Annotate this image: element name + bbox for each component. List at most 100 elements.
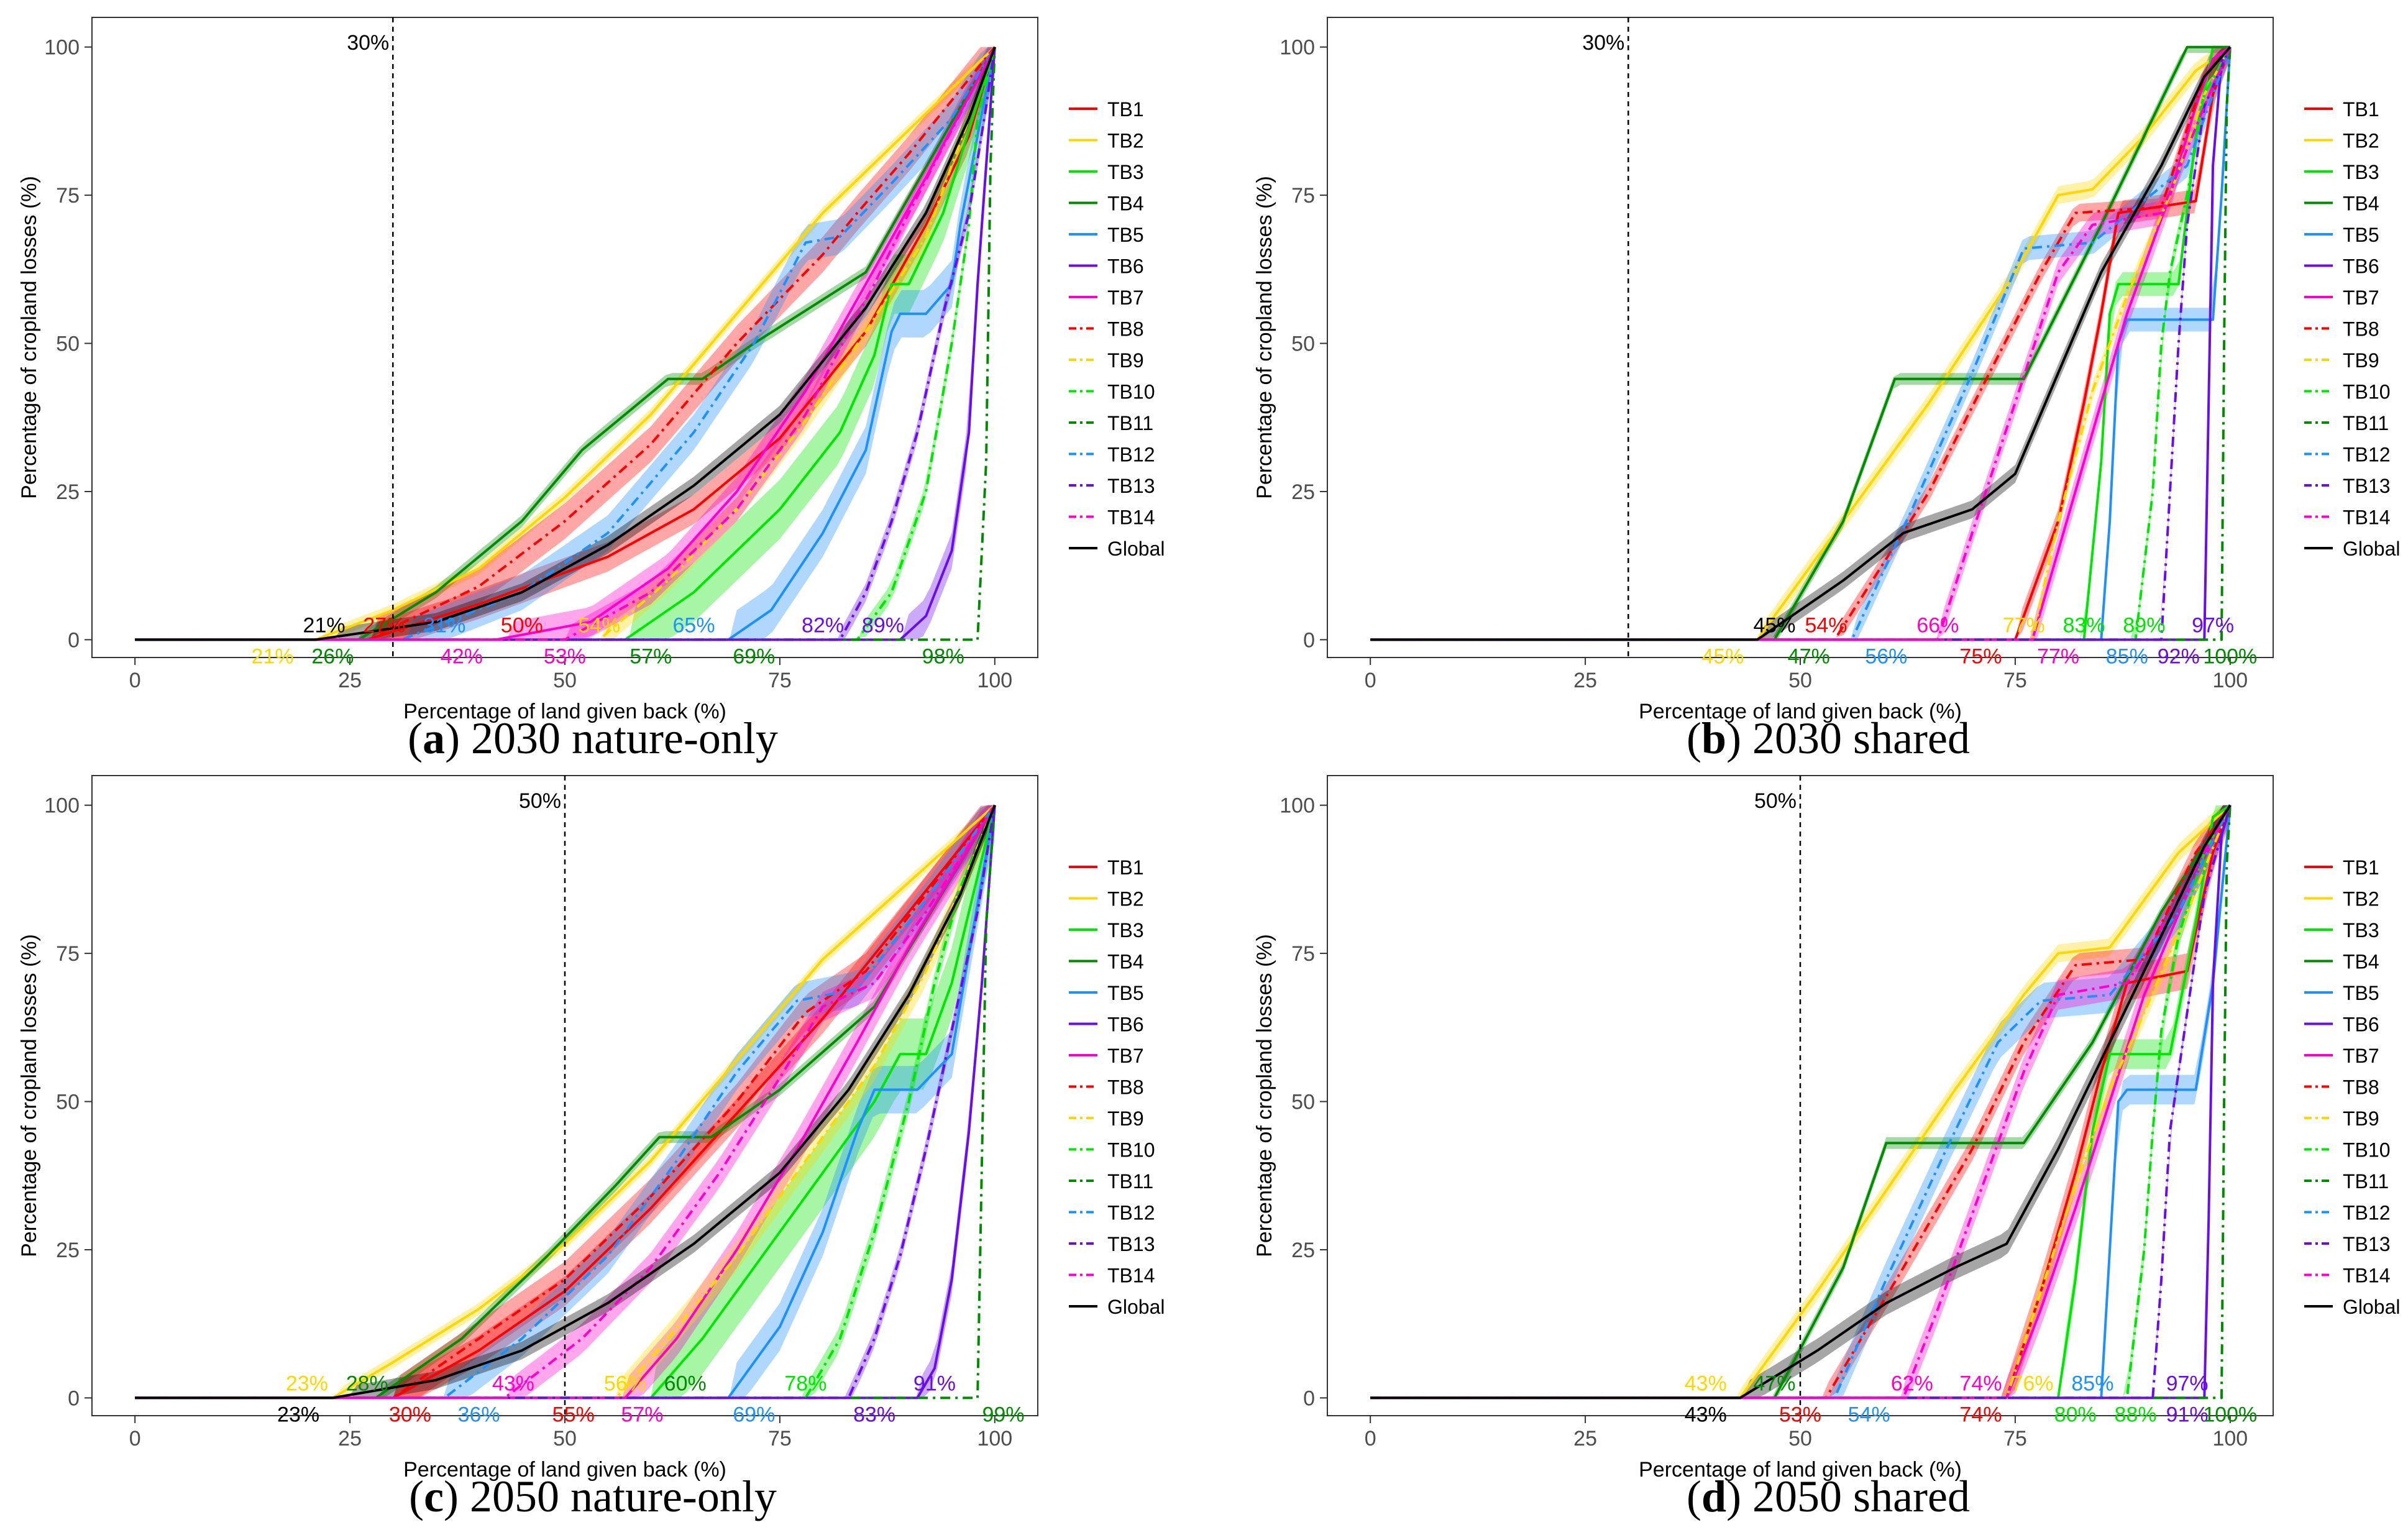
threshold-label-bottom: 45%: [1701, 644, 1744, 668]
panel-caption: (a) 2030 nature-only: [408, 713, 778, 763]
caption-text: 2050 nature-only: [459, 1472, 777, 1521]
threshold-label-bottom: 30%: [389, 1403, 431, 1426]
series-line-tb1: [1370, 47, 2232, 641]
reference-vline-label: 30%: [347, 31, 389, 55]
y-tick-label: 25: [56, 1239, 80, 1262]
series-line-tb2: [135, 46, 996, 641]
threshold-label-bottom: 47%: [1788, 644, 1830, 668]
legend-label-tb13: TB13: [2343, 475, 2390, 497]
threshold-label-top: 28%: [346, 1372, 388, 1395]
threshold-label-top: 31%: [423, 613, 465, 637]
series-line-tb6: [135, 47, 996, 641]
legend-label-tb14: TB14: [1107, 1265, 1155, 1287]
legend-label-tb8: TB8: [1107, 318, 1144, 341]
legend-label-tb12: TB12: [1107, 1202, 1155, 1224]
legend-label-tb12: TB12: [2343, 1202, 2390, 1224]
y-axis-title: Percentage of cropland losses (%): [17, 934, 41, 1257]
legend-label-tb11: TB11: [1107, 412, 1153, 434]
threshold-label-bottom: 100%: [2203, 644, 2257, 668]
legend-label-tb14: TB14: [2343, 1265, 2390, 1287]
threshold-label-top: 65%: [673, 613, 715, 637]
threshold-label-top: 21%: [303, 613, 346, 637]
legend-label-tb5: TB5: [2343, 982, 2379, 1004]
series-line-tb12: [135, 804, 996, 1400]
series-line-global: [135, 804, 996, 1400]
legend-label-global: Global: [2343, 538, 2401, 560]
legend-label-tb5: TB5: [1107, 982, 1144, 1004]
legend-label-tb8: TB8: [2343, 318, 2379, 341]
legend-label-tb7: TB7: [1107, 1045, 1144, 1067]
y-axis-title: Percentage of cropland losses (%): [1253, 934, 1276, 1257]
caption-close-paren: ): [1726, 1472, 1741, 1521]
threshold-label-bottom: 53%: [1779, 1403, 1821, 1426]
x-tick-label: 25: [338, 669, 362, 692]
series-group: [1370, 45, 2232, 641]
series-line-tb14: [1370, 804, 2232, 1400]
x-tick-label: 50: [553, 669, 577, 692]
x-axis-title: Percentage of land given back (%): [403, 1458, 726, 1482]
legend-label-tb13: TB13: [1107, 475, 1155, 497]
series-line-tb5: [135, 805, 996, 1400]
x-tick-label: 25: [1573, 669, 1597, 692]
series-line-tb3: [135, 805, 996, 1400]
legend-label-tb4: TB4: [1107, 193, 1144, 215]
threshold-label-bottom: 83%: [853, 1403, 895, 1426]
threshold-label-top: 60%: [664, 1372, 707, 1395]
caption-letter: b: [1701, 713, 1726, 763]
series-line-tb5: [1370, 805, 2232, 1400]
legend-label-tb4: TB4: [2343, 951, 2379, 973]
x-tick-label: 100: [977, 669, 1012, 692]
threshold-label-bottom: 100%: [2203, 1403, 2257, 1426]
series-line-tb8: [1370, 804, 2232, 1400]
legend-label-tb9: TB9: [1107, 1107, 1144, 1130]
legend-label-tb5: TB5: [2343, 224, 2379, 246]
legend-label-tb8: TB8: [2343, 1076, 2379, 1099]
caption-open-paren: (: [1687, 1472, 1701, 1521]
threshold-label-bottom: 74%: [1960, 1403, 2002, 1426]
caption-letter: a: [423, 713, 445, 763]
threshold-label-top: 78%: [784, 1372, 826, 1395]
threshold-label-top: 54%: [578, 613, 620, 637]
x-axis-title: Percentage of land given back (%): [403, 700, 726, 723]
threshold-label-bottom: 36%: [458, 1403, 500, 1426]
y-tick-label: 0: [1303, 1386, 1315, 1410]
series-line-tb8: [135, 46, 996, 641]
legend-label-tb2: TB2: [1107, 130, 1144, 152]
legend-label-tb11: TB11: [1107, 1170, 1153, 1193]
x-tick-label: 75: [768, 669, 792, 692]
x-tick-label: 25: [338, 1427, 362, 1450]
legend-label-tb2: TB2: [2343, 130, 2379, 152]
chart-panel-b: 0 25 50 75 100 0 25 50 75 100 Percentage of land g…: [1253, 17, 2401, 763]
x-tick-label: 25: [1573, 1427, 1597, 1450]
x-tick-label: 75: [768, 1427, 792, 1450]
x-tick-label: 100: [977, 1427, 1012, 1450]
series-line-tb9: [135, 47, 996, 641]
threshold-label-bottom: 75%: [1960, 644, 2002, 668]
threshold-label-bottom: 92%: [2158, 644, 2200, 668]
legend-label-tb1: TB1: [1107, 856, 1144, 879]
threshold-label-top: 47%: [1753, 1372, 1795, 1395]
threshold-label-bottom: 43%: [1685, 1403, 1727, 1426]
threshold-label-top: 83%: [2063, 613, 2105, 637]
threshold-label-bottom: 80%: [2054, 1403, 2097, 1426]
threshold-label-top: 76%: [2012, 1372, 2054, 1395]
legend-label-tb10: TB10: [1107, 381, 1155, 403]
series-line-tb4: [135, 46, 996, 641]
x-tick-label: 0: [129, 669, 141, 692]
y-tick-label: 100: [1280, 36, 1315, 60]
series-line-tb12: [1370, 47, 2232, 641]
series-line-tb7: [135, 46, 996, 641]
series-line-tb4: [1370, 804, 2232, 1400]
legend-label-tb3: TB3: [1107, 919, 1144, 942]
series-line-tb10: [135, 47, 996, 641]
threshold-label-bottom: 54%: [1848, 1403, 1890, 1426]
reference-vline-label: 30%: [1582, 31, 1624, 55]
caption-open-paren: (: [1687, 713, 1701, 763]
series-line-tb10: [1370, 804, 2232, 1400]
y-tick-label: 100: [44, 794, 80, 818]
caption-open-paren: (: [409, 1472, 424, 1521]
threshold-label-bottom: 57%: [621, 1403, 663, 1426]
y-axis-title: Percentage of cropland losses (%): [1253, 176, 1276, 499]
threshold-label-bottom: 88%: [2115, 1403, 2157, 1426]
